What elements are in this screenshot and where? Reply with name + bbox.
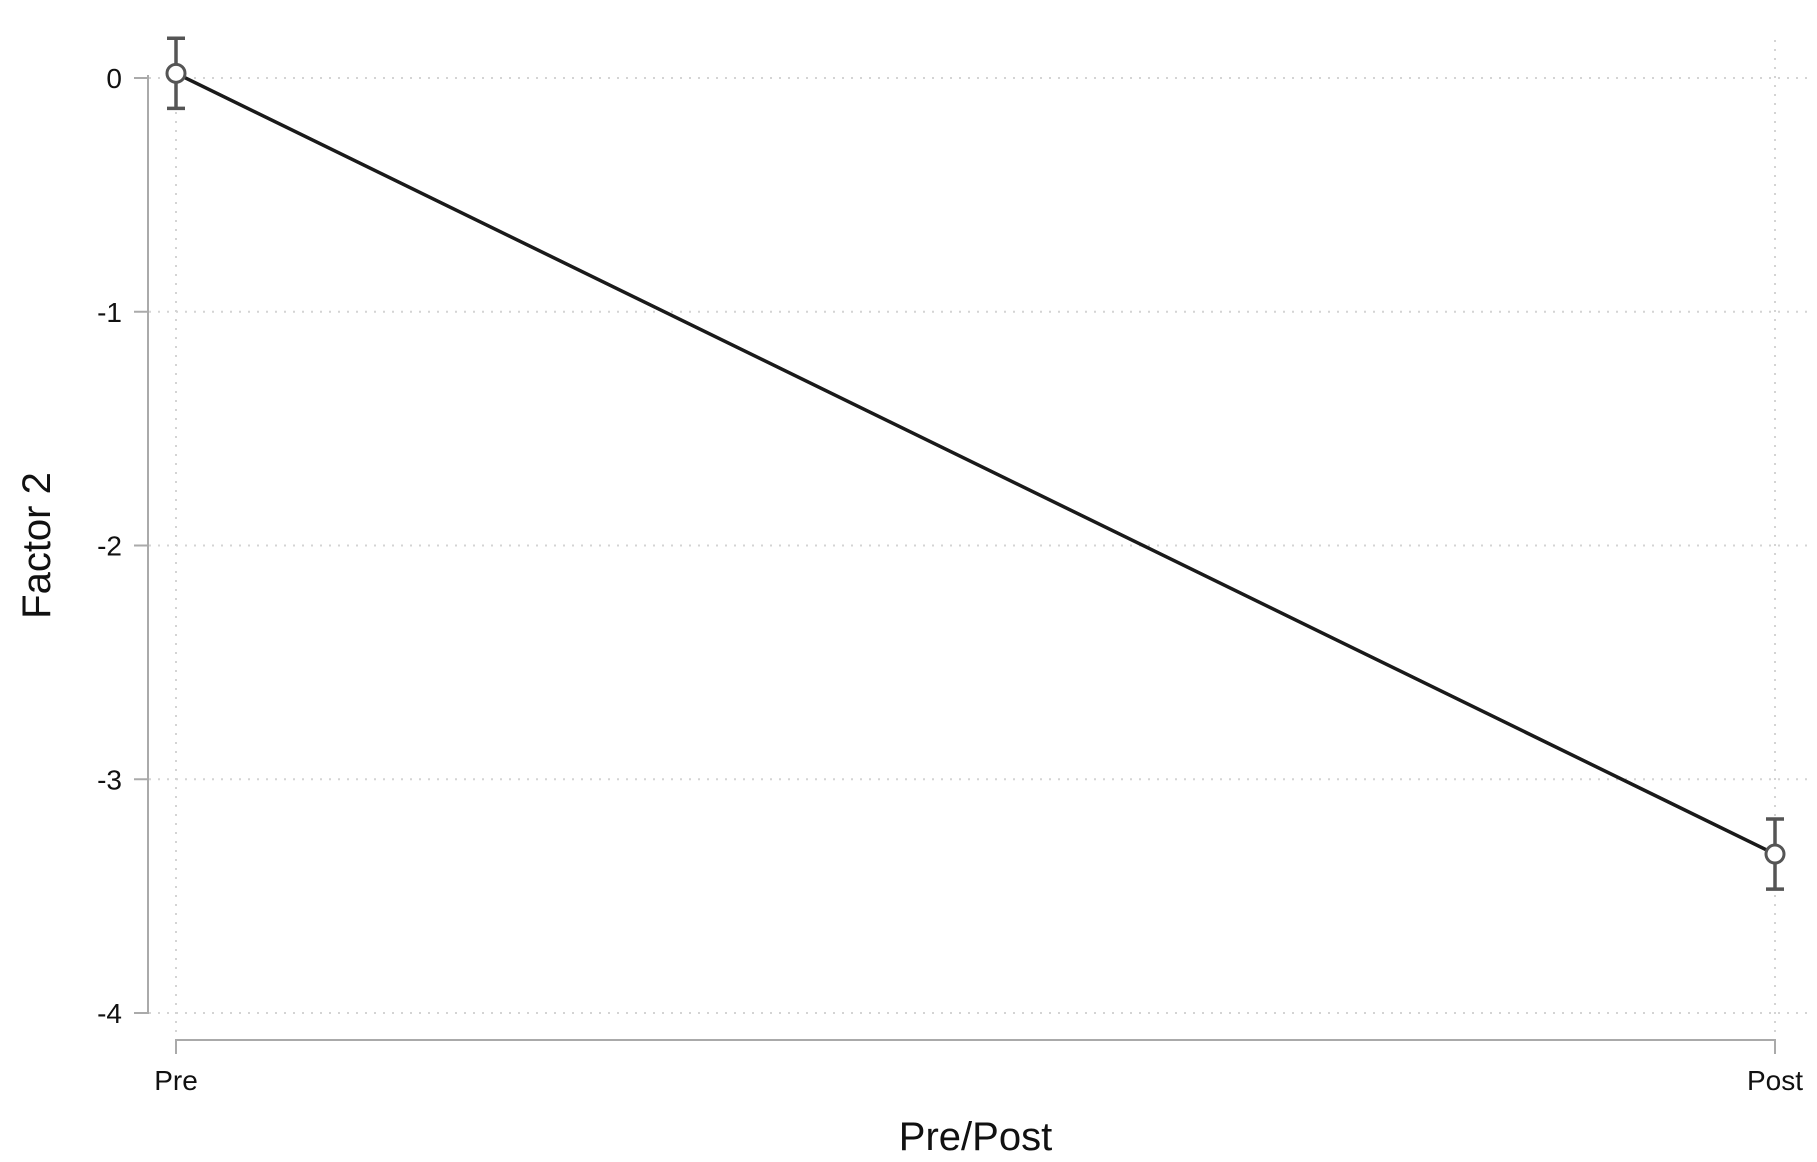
y-tick-label: -2 xyxy=(97,531,122,562)
series-line xyxy=(175,71,1776,856)
x-axis-ticks: Pre Post xyxy=(154,1040,1803,1096)
y-tick-label: -3 xyxy=(97,764,122,795)
y-tick-label: 0 xyxy=(106,63,122,94)
y-axis-title: Factor 2 xyxy=(15,472,59,619)
x-tick-label: Post xyxy=(1747,1065,1803,1096)
y-tick-label: -4 xyxy=(97,998,122,1029)
series xyxy=(165,36,1786,891)
axes xyxy=(147,75,1776,1041)
data-point xyxy=(165,62,187,84)
x-axis-title: Pre/Post xyxy=(899,1115,1052,1159)
grid xyxy=(149,40,1810,1038)
y-tick-label: -1 xyxy=(97,297,122,328)
y-axis-ticks: 0 -1 -2 -3 -4 xyxy=(97,63,148,1029)
x-tick-label: Pre xyxy=(154,1065,198,1096)
data-point xyxy=(1764,843,1786,865)
